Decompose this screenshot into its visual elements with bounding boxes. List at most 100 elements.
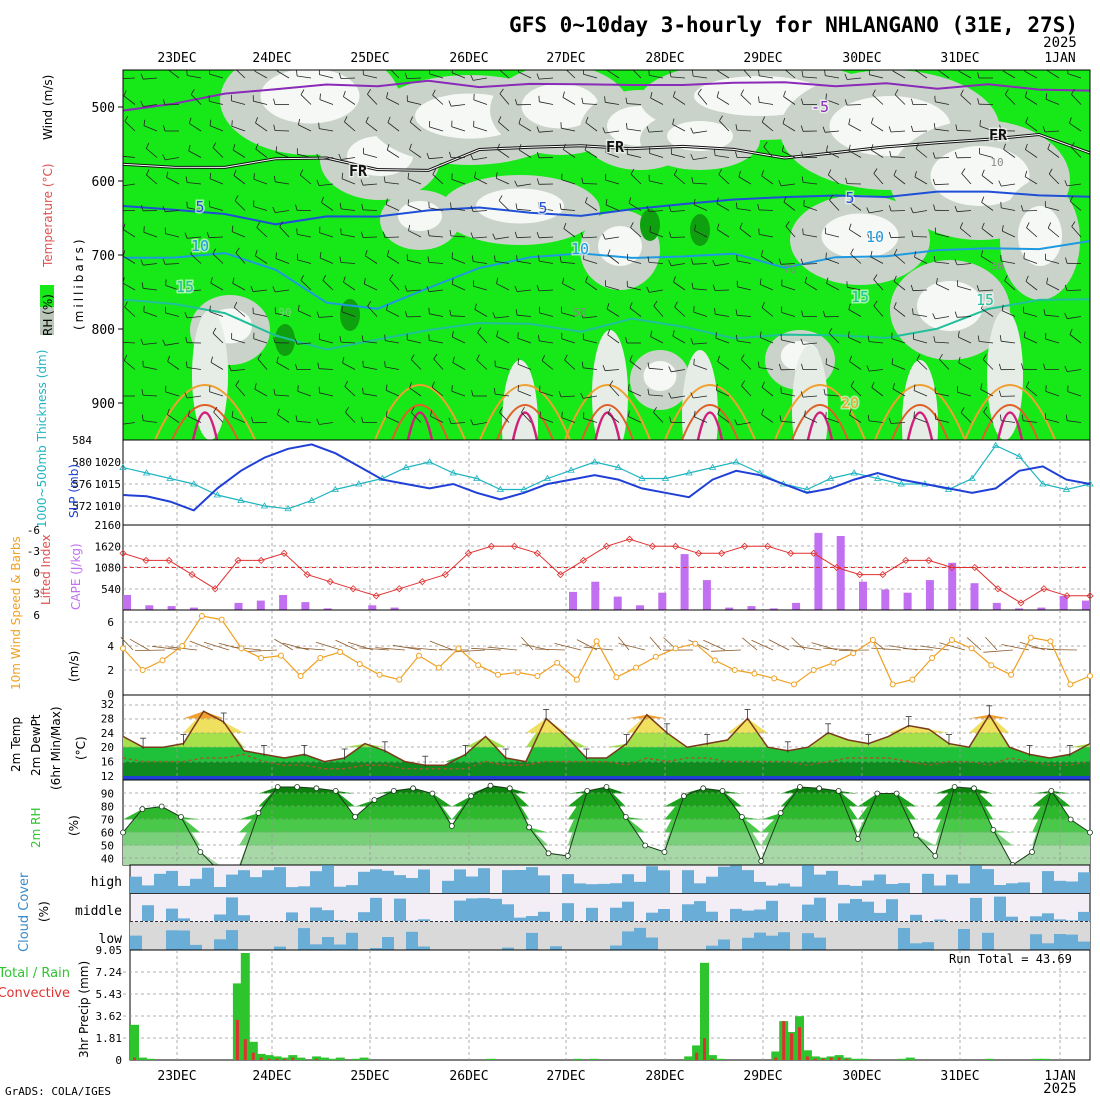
li-marker [856, 571, 864, 579]
wind-barb [451, 126, 466, 132]
wind-barb-flag [1024, 91, 1028, 98]
wind-barb [585, 202, 598, 211]
wind-barb [538, 236, 554, 239]
wind-barb [386, 255, 400, 264]
wind-barb [1002, 70, 1016, 79]
cloud-high-cell [982, 869, 994, 893]
wind-barb [915, 70, 928, 79]
wind-barb-flag [367, 88, 371, 95]
wind-barb [650, 336, 664, 344]
wind-barb-flag [778, 180, 782, 186]
wind-barb [847, 286, 862, 291]
wind-barb [1067, 369, 1082, 372]
wind-barb-flag [1071, 88, 1075, 95]
wind-barb [433, 358, 444, 370]
rh-marker [874, 790, 881, 797]
li-marker [902, 556, 910, 564]
wind-barb-flag [316, 311, 320, 318]
wind-barb-flag [650, 92, 653, 99]
wind-barb-flag [954, 205, 958, 212]
thickness-marker [1062, 485, 1071, 492]
precip-bars [130, 953, 1050, 1060]
wind-barb [692, 182, 708, 185]
wind-barb [781, 183, 796, 187]
wind-barb [979, 153, 994, 158]
isotherm-0 [123, 79, 1090, 112]
cape-bar [591, 581, 600, 610]
wind-barb [167, 414, 180, 423]
wind-barb-flag [496, 330, 499, 337]
cloud-low-cell [214, 939, 226, 950]
wind-barb-flag [1070, 142, 1075, 148]
cloud-middle-cell [970, 897, 982, 921]
wind-barb [472, 236, 488, 239]
wind-speed-line [122, 615, 1091, 686]
isotherm-30-4 [696, 411, 724, 440]
rh-marker [681, 793, 687, 799]
wind-barb-flag [734, 419, 738, 426]
wind-barb [516, 236, 532, 239]
upper-air-ylabel-rh: RH (%) [41, 294, 55, 336]
wind-barb-flag [740, 354, 745, 360]
thickness-marker [897, 480, 906, 487]
cloud-low-cell [898, 928, 910, 950]
rh-marker [332, 788, 339, 794]
temp-tick-20: 20 [101, 741, 114, 754]
thickness-marker [803, 485, 811, 492]
wind-barb-flag [498, 116, 502, 122]
wind-barb-flag [228, 365, 232, 371]
thickness-marker [166, 474, 174, 481]
wind-barb-flag [563, 222, 567, 229]
wind-barb [981, 201, 994, 211]
wind-barb [849, 201, 862, 211]
wind-barb [957, 210, 972, 213]
wind-barb [582, 183, 598, 185]
wind-barb [275, 312, 290, 317]
wind-barb-flag [190, 248, 194, 255]
rh-marker [1087, 829, 1093, 836]
rh-marker [855, 836, 861, 842]
wind-barb [1069, 334, 1082, 344]
wind-barb-flag [1069, 117, 1072, 124]
li-tick-4: 6 [33, 609, 40, 622]
wind-barb [629, 360, 642, 370]
wind-barb [649, 75, 664, 79]
precip-tick-1: 1.81 [96, 1032, 123, 1045]
wind-barb-flag [213, 406, 218, 413]
wind-barb-flag [451, 331, 454, 338]
cloud-middle-cell [538, 911, 550, 921]
wind-barb [1046, 283, 1060, 291]
wind-barb [648, 262, 664, 264]
isotherm-warm-6 [874, 384, 966, 440]
wind-barb-flag [998, 390, 1002, 397]
cloud-high-cell [922, 873, 934, 893]
li-marker [487, 542, 495, 550]
precip-convective-bar [790, 1033, 794, 1060]
wind-barb [802, 263, 818, 265]
wind-barb [319, 128, 334, 132]
cloud-high-cell [226, 874, 238, 893]
wind-barb [761, 175, 774, 185]
cloud-low-cell [1078, 941, 1090, 950]
wind-barb [957, 391, 972, 397]
cloud-high-cell [754, 881, 766, 893]
wind-barb-flag [279, 221, 284, 227]
wind-barb-flag [982, 354, 987, 360]
wind-barb [650, 97, 664, 105]
wind-barb [825, 258, 840, 264]
cape-bar [658, 592, 667, 610]
li-marker [1017, 599, 1025, 607]
cloud-low-cell [706, 945, 718, 950]
cloud-middle-cell [562, 903, 574, 921]
wind-barb [386, 390, 400, 397]
wind-barb [850, 385, 862, 397]
wind-barb-flag [1064, 180, 1068, 187]
wind-barb-flag [559, 256, 562, 263]
wind-barb [363, 341, 378, 344]
wind-barb-flag [339, 336, 342, 343]
wind-barb [607, 70, 620, 79]
wind-barb [451, 104, 466, 107]
wind-barb [517, 337, 532, 344]
wind-barb-flag [602, 127, 606, 134]
